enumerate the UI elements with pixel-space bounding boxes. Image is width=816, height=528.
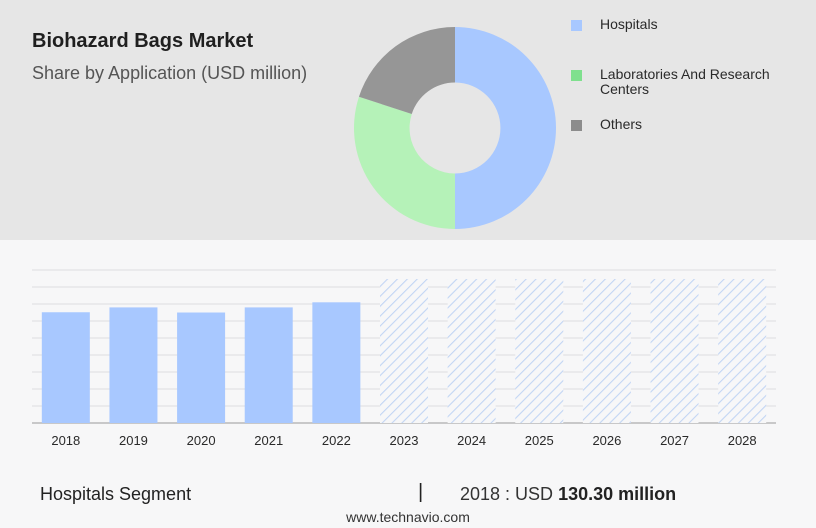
x-tick-label-2018: 2018 (51, 433, 80, 448)
bar-forecast-2027 (650, 279, 699, 423)
donut-slice-hospitals (455, 27, 556, 229)
legend-label-laboratories: Laboratories And Research Centers (600, 66, 770, 97)
x-tick-label-2022: 2022 (322, 433, 351, 448)
x-tick-label-2021: 2021 (254, 433, 283, 448)
bar-chart: 2018 2019 2020 2021 2022 2023 2024 2025 2026 2027… (32, 269, 776, 448)
legend-swatch-laboratories (571, 70, 582, 81)
bar-forecast-2023 (380, 279, 428, 423)
legend-item-laboratories: Laboratories And Research Centers (571, 67, 770, 97)
footer-segment: Hospitals Segment (40, 484, 192, 504)
bar-2022 (312, 302, 361, 423)
legend-item-others: Others (571, 117, 770, 132)
x-tick-label-2028: 2028 (728, 433, 757, 448)
legend-item-hospitals: Hospitals (571, 17, 770, 32)
x-tick-label-2020: 2020 (187, 433, 216, 448)
footer-year-label: 2018 : USD (460, 484, 554, 504)
legend-label-others: Others (600, 116, 643, 132)
x-tick-label-2019: 2019 (119, 433, 148, 448)
bar-2020 (177, 312, 226, 423)
chart-subtitle: Share by Application (USD million) (32, 63, 308, 83)
footer-separator: | (418, 481, 424, 503)
bar-forecast-2025 (515, 279, 564, 423)
bar-forecast-2028 (718, 279, 767, 423)
legend-swatch-others (571, 120, 582, 131)
x-tick-label-2023: 2023 (390, 433, 419, 448)
donut-slice-others (358, 27, 455, 114)
bar-2019 (109, 307, 158, 423)
x-tick-label-2026: 2026 (592, 433, 621, 448)
bar-2018 (41, 312, 90, 423)
source-link[interactable]: www.technavio.com (346, 509, 470, 525)
legend-label-hospitals: Hospitals (600, 16, 658, 32)
donut-chart (353, 27, 556, 230)
footer-value: 130.30 million (558, 484, 677, 504)
bar-forecast-2024 (447, 279, 496, 423)
x-tick-label-2024: 2024 (457, 433, 486, 448)
x-tick-label-2027: 2027 (660, 433, 689, 448)
bar-forecast-2026 (582, 279, 631, 423)
donut-slice-laboratories (353, 96, 455, 230)
x-tick-label-2025: 2025 (525, 433, 554, 448)
bar-2021 (244, 307, 293, 423)
footer-value-line: 2018 : USD 130.30 million (460, 484, 676, 505)
chart-title: Biohazard Bags Market (32, 30, 254, 52)
legend-swatch-hospitals (571, 20, 582, 31)
